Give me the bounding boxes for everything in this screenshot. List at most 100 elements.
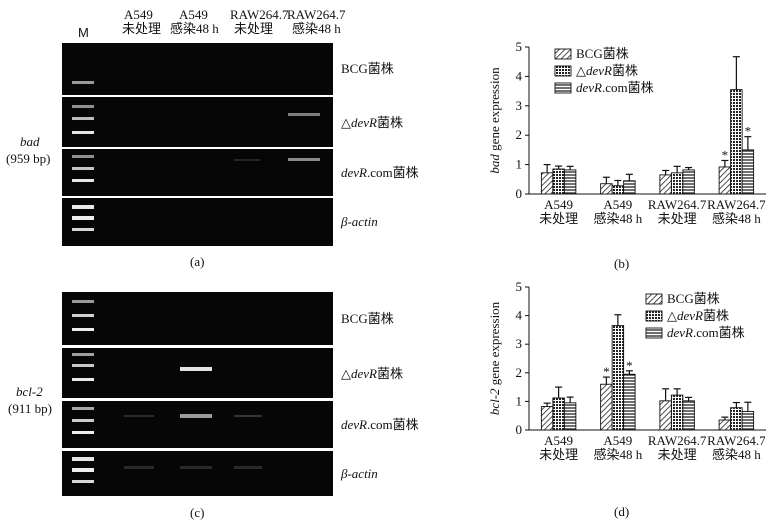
y-tick-label: 3	[516, 98, 523, 113]
legend-swatch	[554, 65, 572, 77]
strain-row-label: devR.com菌株	[341, 417, 419, 432]
legend-swatch	[554, 48, 572, 60]
significance-marker: *	[626, 358, 633, 373]
x-tick-label: A549	[603, 433, 632, 448]
legend-entry-label: △devR菌株	[576, 63, 638, 78]
marker-label: M	[78, 25, 89, 40]
legend-entry-label: devR.com菌株	[576, 80, 654, 95]
x-tick-label: 感染48 h	[712, 447, 761, 462]
bar	[730, 407, 743, 431]
strain-row-label: β-actin	[341, 214, 378, 229]
bar	[552, 168, 565, 195]
bar	[682, 400, 695, 431]
lane-label-line2: 未处理	[122, 21, 162, 36]
x-tick-label: A549	[603, 197, 632, 212]
bar	[540, 172, 554, 195]
x-tick-label: A549	[544, 433, 573, 448]
y-tick-label: 5	[516, 279, 523, 294]
panel-label: (d)	[614, 504, 630, 519]
chart-panel-d: 0 1 2 3 4 5 bcl-2 gene expression A549 未处理 A549 感染…	[478, 275, 770, 525]
bar	[600, 383, 613, 431]
legend-swatch	[645, 310, 663, 322]
bar	[670, 394, 684, 431]
bar	[540, 406, 554, 431]
bar	[623, 180, 636, 195]
x-tick-label: RAW264.7	[707, 197, 766, 212]
legend-entry-label: devR.com菌株	[667, 325, 745, 340]
y-tick-label: 3	[516, 336, 523, 351]
lane-label-line1: RAW264.7	[287, 7, 346, 22]
y-tick-label: 1	[516, 393, 523, 408]
bar	[682, 169, 695, 195]
x-tick-label: 感染48 h	[712, 211, 761, 226]
y-tick-label: 4	[516, 308, 523, 323]
significance-marker: *	[603, 364, 610, 379]
legend-swatch	[554, 82, 572, 94]
y-axis-label: bcl-2 gene expression	[487, 301, 502, 415]
y-tick-label: 0	[516, 186, 523, 201]
legend-swatch	[645, 327, 663, 339]
lane-label-line1: RAW264.7	[230, 7, 289, 22]
legend-entry-label: BCG菌株	[576, 46, 629, 61]
bar	[741, 149, 755, 195]
x-tick-label: 未处理	[658, 447, 697, 462]
significance-marker: *	[722, 147, 729, 162]
bar	[600, 183, 613, 195]
bar	[730, 89, 743, 195]
x-tick-label: 未处理	[539, 447, 578, 462]
gene-name: bcl-2	[16, 384, 43, 399]
bar	[718, 419, 732, 431]
x-tick-label: 未处理	[658, 211, 697, 226]
bar	[623, 373, 636, 431]
y-tick-label: 5	[516, 39, 523, 54]
bar	[670, 172, 684, 195]
x-tick-label: 未处理	[539, 211, 578, 226]
bar	[741, 410, 755, 431]
panel-label: (c)	[190, 505, 205, 520]
bar	[563, 169, 577, 195]
lane-label-line2: 未处理	[234, 21, 274, 36]
gel-strip	[62, 451, 333, 496]
bar	[611, 185, 625, 195]
bar	[611, 325, 625, 431]
lane-label-line2: 感染48 h	[170, 21, 219, 36]
gel-strip	[62, 348, 333, 398]
gel-strip	[62, 401, 333, 448]
bar	[659, 174, 672, 195]
legend-entry-label: BCG菌株	[667, 291, 720, 306]
gene-name: bad	[20, 134, 40, 149]
gel-strip	[62, 292, 333, 345]
lane-label-line1: A549	[179, 7, 208, 22]
legend: BCG菌株 △devR菌株 devR.com菌株	[645, 291, 745, 340]
gene-size: (959 bp)	[6, 151, 51, 166]
bar	[552, 397, 565, 431]
chart-panel-b: 0 1 2 3 4 5 bad gene expression A549 未处理 A549 感染48…	[478, 0, 770, 275]
y-tick-label: 2	[516, 127, 523, 142]
gel-strip	[62, 97, 333, 147]
significance-marker: *	[745, 124, 752, 139]
gel-strip	[62, 149, 333, 196]
x-tick-label: 感染48 h	[593, 211, 642, 226]
x-tick-label: RAW264.7	[648, 197, 707, 212]
strain-row-label: BCG菌株	[341, 61, 394, 76]
strain-row-label: BCG菌株	[341, 311, 394, 326]
x-tick-label: 感染48 h	[593, 447, 642, 462]
x-tick-label: A549	[544, 197, 573, 212]
y-tick-label: 1	[516, 157, 523, 172]
legend-entry-label: △devR菌株	[667, 308, 729, 323]
bar	[718, 166, 732, 195]
strain-row-label: △devR菌株	[341, 115, 403, 130]
strain-row-label: β-actin	[341, 466, 378, 481]
legend-swatch	[645, 293, 663, 305]
gene-size: (911 bp)	[8, 401, 52, 416]
y-axis-label: bad gene expression	[487, 67, 502, 174]
panel-label: (a)	[190, 254, 205, 269]
x-tick-label: RAW264.7	[707, 433, 766, 448]
strain-row-label: devR.com菌株	[341, 165, 419, 180]
panel-label: (b)	[614, 256, 630, 271]
bar	[659, 400, 672, 431]
lane-label-line1: A549	[124, 7, 153, 22]
legend: BCG菌株 △devR菌株 devR.com菌株	[554, 46, 654, 95]
